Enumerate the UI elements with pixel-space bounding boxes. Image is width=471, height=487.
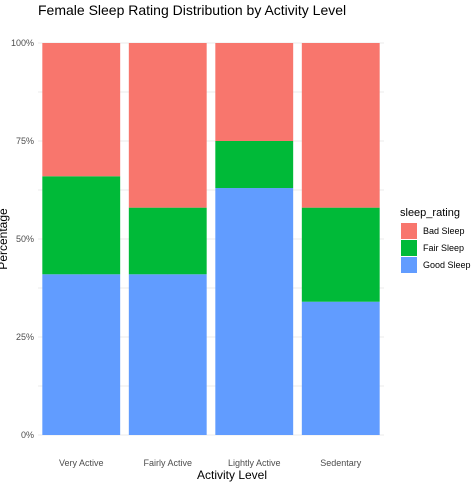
x-axis-title: Activity Level bbox=[197, 468, 267, 482]
y-tick-label: 100% bbox=[11, 38, 34, 48]
legend-label-good-sleep: Good Sleep bbox=[423, 260, 471, 270]
y-tick-label: 50% bbox=[16, 234, 34, 244]
bars-layer bbox=[42, 43, 380, 435]
x-axis-ticks: Very Active Fairly Active Lightly Active Se… bbox=[59, 458, 362, 468]
bar-lightly-active-fair-sleep bbox=[215, 141, 294, 189]
x-tick-label: Very Active bbox=[59, 458, 104, 468]
bar-very-active-good-sleep bbox=[42, 274, 121, 435]
legend-key-fair-sleep bbox=[401, 240, 417, 256]
y-axis-title: Percentage bbox=[0, 208, 10, 270]
bar-very-active-bad-sleep bbox=[42, 43, 121, 177]
bar-fairly-active-bad-sleep bbox=[128, 43, 207, 208]
legend-label-fair-sleep: Fair Sleep bbox=[423, 243, 464, 253]
x-tick-label: Lightly Active bbox=[228, 458, 281, 468]
legend-title: sleep_rating bbox=[400, 207, 460, 219]
legend-label-bad-sleep: Bad Sleep bbox=[423, 226, 465, 236]
bar-very-active-fair-sleep bbox=[42, 176, 121, 275]
y-tick-label: 25% bbox=[16, 332, 34, 342]
legend: sleep_rating Bad Sleep Fair Sleep Good Sle… bbox=[400, 207, 471, 273]
legend-key-bad-sleep bbox=[401, 223, 417, 239]
bar-sedentary-bad-sleep bbox=[301, 43, 380, 208]
bar-sedentary-fair-sleep bbox=[301, 207, 380, 302]
y-axis-ticks: 0% 25% 50% 75% 100% bbox=[11, 38, 34, 440]
legend-items: Bad Sleep Fair Sleep Good Sleep bbox=[401, 223, 471, 273]
x-tick-label: Sedentary bbox=[320, 458, 362, 468]
y-tick-label: 0% bbox=[21, 430, 34, 440]
x-tick-label: Fairly Active bbox=[143, 458, 192, 468]
bar-fairly-active-fair-sleep bbox=[128, 207, 207, 275]
y-tick-label: 75% bbox=[16, 136, 34, 146]
bar-lightly-active-bad-sleep bbox=[215, 43, 294, 141]
legend-key-good-sleep bbox=[401, 257, 417, 273]
bar-lightly-active-good-sleep bbox=[215, 188, 294, 435]
bar-fairly-active-good-sleep bbox=[128, 274, 207, 435]
chart-title: Female Sleep Rating Distribution by Acti… bbox=[38, 2, 346, 18]
bar-sedentary-good-sleep bbox=[301, 301, 380, 435]
